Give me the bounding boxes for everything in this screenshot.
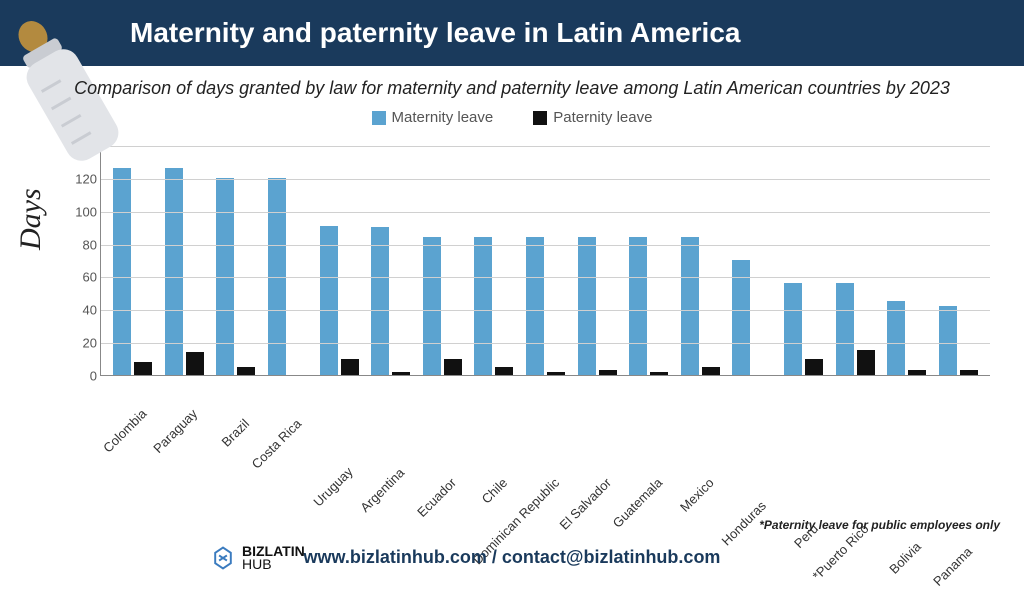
bar (547, 372, 565, 375)
bar-group: Chile (468, 237, 520, 375)
bar-group: El Salvador (571, 237, 623, 375)
bar (805, 359, 823, 375)
grid-line (101, 310, 990, 311)
bar (908, 370, 926, 375)
bar-group: Ecuador (417, 237, 469, 375)
chart-area: ColombiaParaguayBrazilCosta RicaUruguayA… (60, 146, 1000, 466)
bar (836, 283, 854, 375)
bar (186, 352, 204, 375)
bar (887, 301, 905, 375)
footnote: *Paternity leave for public employees on… (759, 518, 1000, 532)
x-tick-label: Costa Rica (248, 416, 304, 472)
y-tick-label: 40 (69, 303, 97, 318)
bars-container: ColombiaParaguayBrazilCosta RicaUruguayA… (101, 146, 990, 375)
legend-label-maternity: Maternity leave (392, 109, 494, 126)
bar (423, 237, 441, 375)
x-tick-label: Argentina (357, 465, 407, 515)
grid-line (101, 179, 990, 180)
bar (650, 372, 668, 375)
bar-group: Bolivia (881, 301, 933, 375)
bar-group: Dominican Republic (520, 237, 572, 375)
x-tick-label: Brazil (219, 416, 253, 450)
page-title: Maternity and paternity leave in Latin A… (130, 17, 740, 49)
grid-line (101, 212, 990, 213)
legend-label-paternity: Paternity leave (553, 109, 652, 126)
brand-text: BIZLATIN HUB (242, 545, 305, 570)
bar-group: Uruguay (313, 226, 365, 376)
bar (526, 237, 544, 375)
bar-group: Brazil (210, 178, 262, 375)
bar (599, 370, 617, 375)
footer: BIZLATIN HUB www.bizlatinhub.com / conta… (0, 547, 1024, 568)
legend-swatch-maternity (372, 111, 386, 125)
bar (681, 237, 699, 375)
brand-logo: BIZLATIN HUB (210, 545, 305, 571)
bar (474, 237, 492, 375)
x-tick-label: Guatemala (609, 475, 665, 531)
bar-group: *Puerto Rico (829, 283, 881, 375)
y-tick-label: 0 (69, 369, 97, 384)
y-axis-label: Days (14, 188, 48, 250)
bar (237, 367, 255, 375)
x-tick-label: Chile (479, 475, 511, 507)
x-tick-label: El Salvador (557, 475, 615, 533)
bar (444, 359, 462, 375)
bar (320, 226, 338, 376)
x-tick-label: Ecuador (415, 475, 460, 520)
bar-group: Costa Rica (262, 178, 314, 375)
bar (939, 306, 957, 375)
y-tick-label: 60 (69, 270, 97, 285)
brand-mark-icon (210, 545, 236, 571)
brand-line2: HUB (242, 558, 305, 571)
bar-group: Argentina (365, 227, 417, 375)
x-tick-label: Paraguay (151, 406, 201, 456)
header-bar: Maternity and paternity leave in Latin A… (0, 0, 1024, 66)
legend-swatch-paternity (533, 111, 547, 125)
legend-item-maternity: Maternity leave (372, 109, 494, 126)
bar-group: Peru (778, 283, 830, 375)
chart-legend: Maternity leave Paternity leave (0, 109, 1024, 126)
bar-group: Mexico (675, 237, 727, 375)
grid-line (101, 343, 990, 344)
bar (134, 362, 152, 375)
y-tick-label: 80 (69, 237, 97, 252)
x-tick-label: Uruguay (311, 464, 356, 509)
x-tick-label: Mexico (677, 475, 717, 515)
bar (216, 178, 234, 375)
bar (578, 237, 596, 375)
bar (784, 283, 802, 375)
bar-group: Guatemala (623, 237, 675, 375)
bar (495, 367, 513, 375)
bar-group: Panama (933, 306, 985, 375)
bar (629, 237, 647, 375)
legend-item-paternity: Paternity leave (533, 109, 652, 126)
bar (392, 372, 410, 375)
y-tick-label: 100 (69, 204, 97, 219)
bar (268, 178, 286, 375)
y-tick-label: 20 (69, 336, 97, 351)
bar (702, 367, 720, 375)
contact-info: www.bizlatinhub.com / contact@bizlatinhu… (304, 547, 721, 568)
grid-line (101, 277, 990, 278)
grid-line (101, 146, 990, 147)
bar (857, 350, 875, 375)
subtitle: Comparison of days granted by law for ma… (0, 78, 1024, 99)
grid-line (101, 245, 990, 246)
plot-area: ColombiaParaguayBrazilCosta RicaUruguayA… (100, 146, 990, 376)
x-tick-label: Colombia (100, 406, 149, 455)
bar (960, 370, 978, 375)
bar (371, 227, 389, 375)
bar (341, 359, 359, 375)
